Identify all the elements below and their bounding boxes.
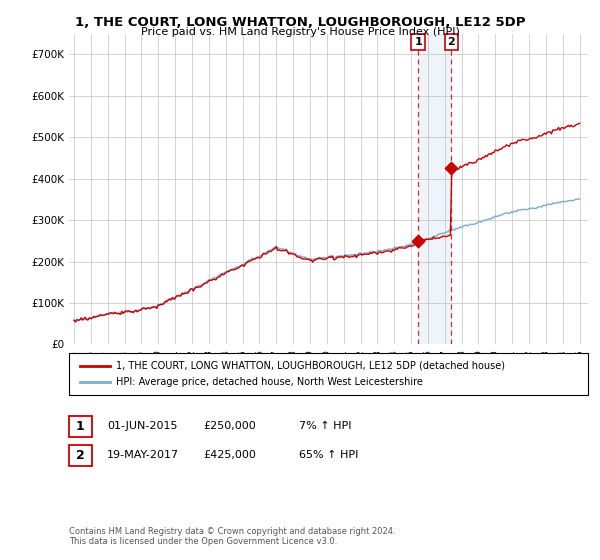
Text: Contains HM Land Registry data © Crown copyright and database right 2024.
This d: Contains HM Land Registry data © Crown c… [69,526,395,546]
Text: 65% ↑ HPI: 65% ↑ HPI [299,450,358,460]
Text: £425,000: £425,000 [203,450,256,460]
Bar [418,34,451,344]
Text: 1, THE COURT, LONG WHATTON, LOUGHBOROUGH, LE12 5DP (detached house): 1, THE COURT, LONG WHATTON, LOUGHBOROUGH… [116,361,505,371]
Text: 1: 1 [76,419,85,433]
Text: 2: 2 [76,449,85,462]
Text: 1, THE COURT, LONG WHATTON, LOUGHBOROUGH, LE12 5DP: 1, THE COURT, LONG WHATTON, LOUGHBOROUGH… [75,16,525,29]
Point [446,164,456,172]
Text: 19-MAY-2017: 19-MAY-2017 [107,450,179,460]
Text: £250,000: £250,000 [203,421,256,431]
Text: HPI: Average price, detached house, North West Leicestershire: HPI: Average price, detached house, Nort… [116,377,422,388]
Text: 01-JUN-2015: 01-JUN-2015 [107,421,178,431]
Text: Price paid vs. HM Land Registry's House Price Index (HPI): Price paid vs. HM Land Registry's House … [140,27,460,37]
Text: 7% ↑ HPI: 7% ↑ HPI [299,421,352,431]
Text: 2: 2 [447,37,455,47]
Point [413,236,423,245]
Text: 1: 1 [414,37,422,47]
